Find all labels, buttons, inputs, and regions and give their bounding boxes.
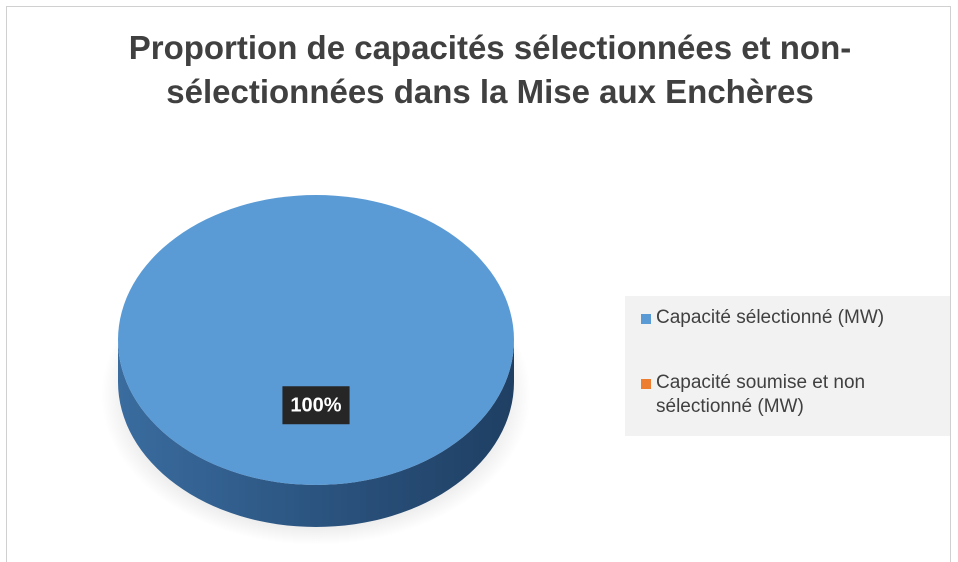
data-label-group: 100%	[282, 386, 350, 425]
chart-title: Proportion de capacités sélectionnées et…	[128, 29, 852, 110]
legend: Capacité sélectionné (MW) Capacité soumis…	[625, 296, 950, 436]
legend-item: Capacité sélectionné (MW)	[641, 306, 931, 330]
pie-slice-side	[118, 340, 514, 527]
legend-swatch	[641, 379, 651, 389]
data-label: 100%	[290, 395, 341, 417]
legend-swatch	[641, 314, 651, 324]
legend-item: Capacité soumise et non sélectionné (MW)	[641, 371, 931, 419]
legend-label: Capacité soumise et non sélectionné (MW)	[656, 372, 866, 417]
chart-frame	[6, 6, 951, 562]
pie-slice	[118, 195, 514, 485]
legend-label: Capacité sélectionné (MW)	[656, 307, 885, 328]
data-label-bg	[282, 386, 350, 425]
